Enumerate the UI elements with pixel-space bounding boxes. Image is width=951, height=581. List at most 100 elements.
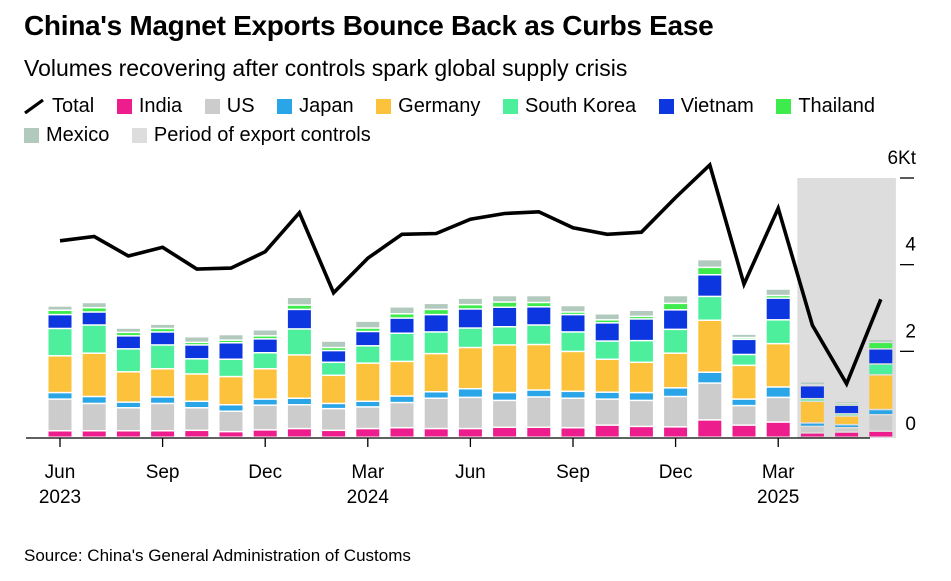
bar-germany-2024-02 (322, 376, 346, 403)
legend: Total India US Japan Germany South Korea… (24, 93, 924, 151)
bar-vietnam-2025-01 (698, 275, 722, 296)
bar-thailand-2024-05 (424, 310, 448, 314)
bar-germany-2023-11 (219, 377, 243, 404)
bar-thailand-2023-12 (253, 336, 277, 339)
bar-vietnam-2025-03 (766, 298, 790, 320)
bar-germany-2025-05 (835, 416, 859, 424)
bar-south-korea-2024-03 (356, 346, 380, 363)
bar-south-korea-2023-09 (151, 345, 175, 369)
legend-item-vietnam: Vietnam (658, 93, 754, 120)
bar-japan-2024-09 (561, 392, 585, 398)
bar-us-2024-12 (664, 397, 688, 427)
bar-vietnam-2023-10 (185, 345, 209, 359)
bar-south-korea-2024-01 (287, 329, 311, 355)
legend-item-thailand: Thailand (776, 93, 875, 120)
bar-vietnam-2024-02 (322, 351, 346, 362)
bar-thailand-2023-10 (185, 343, 209, 345)
bar-south-korea-2025-04 (800, 399, 824, 401)
legend-swatch-vietnam (658, 99, 674, 114)
bar-us-2023-12 (253, 405, 277, 430)
bar-mexico-2023-11 (219, 335, 243, 340)
bar-germany-2024-01 (287, 355, 311, 398)
bar-thailand-2023-08 (116, 333, 140, 336)
bar-vietnam-2024-12 (664, 310, 688, 329)
bar-us-2024-10 (595, 399, 619, 425)
bar-india-2024-01 (287, 429, 311, 437)
legend-label-mexico: Mexico (46, 124, 110, 146)
bar-mexico-2023-09 (151, 324, 175, 328)
bar-us-2024-08 (527, 397, 551, 427)
source-note: Source: China's General Administration o… (24, 546, 411, 565)
legend-label-us: US (226, 95, 255, 117)
bar-us-2023-08 (116, 408, 140, 430)
legend-label-japan: Japan (299, 95, 354, 117)
bar-thailand-2023-06 (48, 311, 72, 314)
legend-label-vietnam: Vietnam (680, 95, 754, 117)
bar-vietnam-2024-10 (595, 323, 619, 341)
bar-south-korea-2024-04 (390, 334, 414, 361)
bar-vietnam-2024-01 (287, 310, 311, 329)
bar-mexico-2023-07 (82, 303, 106, 307)
bar-india-2024-09 (561, 428, 585, 437)
bar-vietnam-2025-06 (869, 349, 893, 364)
bar-us-2025-04 (800, 427, 824, 433)
legend-item-japan: Japan (277, 93, 354, 120)
legend-swatch-mexico (24, 128, 39, 143)
legend-label-india: India (138, 95, 183, 117)
bar-south-korea-2024-07 (493, 327, 517, 345)
bar-germany-2025-02 (732, 366, 756, 399)
bar-thailand-2024-01 (287, 305, 311, 309)
bar-south-korea-2024-06 (458, 328, 482, 347)
bar-india-2023-06 (48, 431, 72, 437)
bar-south-korea-2024-02 (322, 363, 346, 375)
bar-south-korea-2025-01 (698, 297, 722, 320)
bar-vietnam-2024-05 (424, 315, 448, 332)
bar-germany-2024-04 (390, 362, 414, 396)
bar-vietnam-2025-04 (800, 386, 824, 398)
total-line (59, 161, 883, 388)
bar-vietnam-2024-09 (561, 315, 585, 332)
bar-mexico-2025-06 (869, 340, 893, 342)
bar-us-2023-11 (219, 412, 243, 431)
bar-mexico-2025-02 (732, 334, 756, 337)
bar-us-2024-09 (561, 399, 585, 427)
bar-vietnam-2024-11 (629, 319, 653, 340)
bar-japan-2024-08 (527, 390, 551, 397)
bar-japan-2025-02 (732, 399, 756, 405)
bar-thailand-2025-03 (766, 296, 790, 298)
bar-india-2025-06 (869, 431, 893, 437)
bar-vietnam-2023-06 (48, 315, 72, 328)
bar-us-2025-03 (766, 398, 790, 422)
bar-india-2024-03 (356, 429, 380, 437)
legend-swatch-thailand (776, 99, 792, 114)
legend-swatch-us (204, 99, 220, 114)
bar-thailand-2025-01 (698, 268, 722, 274)
bar-japan-2024-06 (458, 389, 482, 397)
bar-south-korea-2025-02 (732, 355, 756, 365)
y-tick-label-4: 4 (905, 235, 916, 256)
x-tick-label-0: Jun (45, 462, 76, 483)
bar-us-2024-05 (424, 399, 448, 428)
x-year-label-2025: 2025 (757, 487, 799, 508)
bar-mexico-2023-12 (253, 330, 277, 336)
bar-japan-2024-05 (424, 392, 448, 398)
bar-india-2024-07 (493, 428, 517, 437)
bar-thailand-2023-11 (219, 340, 243, 343)
legend-item-south-korea: South Korea (502, 93, 636, 120)
bar-japan-2023-12 (253, 399, 277, 405)
bar-india-2023-07 (82, 431, 106, 437)
bar-germany-2023-08 (116, 372, 140, 402)
bar-mexico-2023-10 (185, 337, 209, 342)
bar-mexico-2025-01 (698, 260, 722, 267)
bar-germany-2025-04 (800, 402, 824, 423)
bar-mexico-2024-09 (561, 306, 585, 312)
bar-us-2024-06 (458, 398, 482, 428)
bar-us-2024-02 (322, 409, 346, 430)
bar-india-2023-12 (253, 430, 277, 437)
legend-item-india: India (116, 93, 183, 120)
bar-japan-2024-10 (595, 392, 619, 399)
bar-mexico-2024-03 (356, 321, 380, 328)
bar-india-2025-05 (835, 432, 859, 437)
legend-item-mexico: Mexico (24, 122, 109, 149)
bar-us-2025-06 (869, 415, 893, 431)
